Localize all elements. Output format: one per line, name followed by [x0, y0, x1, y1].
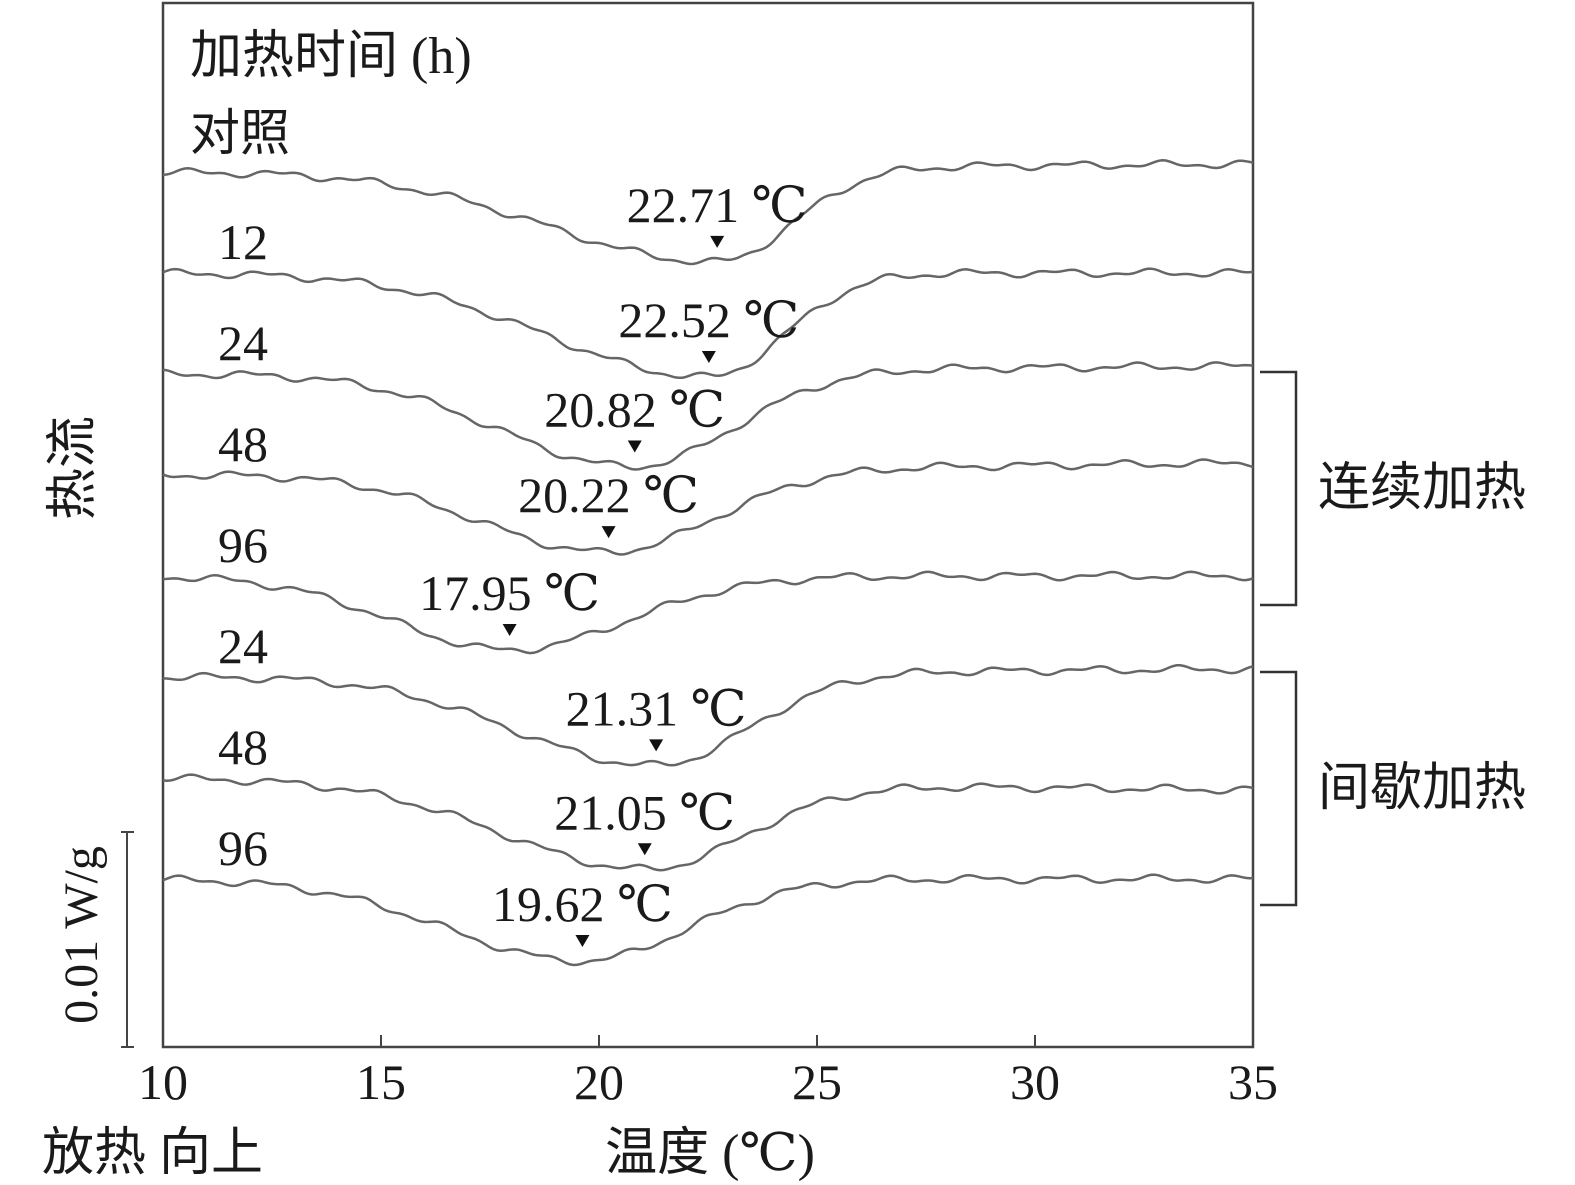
series-line: [162, 664, 1254, 767]
peak-temperature-label: 17.95 ℃: [419, 565, 600, 621]
peak-marker: [575, 935, 590, 947]
x-tick-label: 30: [1010, 1054, 1060, 1110]
peak-marker: [637, 843, 652, 856]
y-axis-label: 热流: [45, 416, 102, 520]
x-tick-label: 25: [792, 1054, 842, 1110]
scale-bar-label: 0.01 W/g: [55, 846, 108, 1024]
group-bracket-continuous: [1260, 370, 1298, 607]
peak-marker: [701, 351, 716, 363]
series-line: [162, 361, 1254, 471]
series-curves: 对照 22.71 ℃ 12 22.52 ℃ 24 20.82 ℃ 48 20.22 ℃ 96 17…: [162, 105, 1254, 967]
peak-marker: [601, 526, 616, 539]
plot-frame: [161, 1, 1255, 1049]
series-line: [162, 267, 1254, 380]
scale-bar: [121, 831, 134, 1048]
peak-temperature-label: 21.31 ℃: [566, 680, 747, 736]
series-line: [162, 458, 1254, 556]
x-tick-label: 15: [356, 1054, 406, 1110]
x-tick-label: 10: [138, 1054, 188, 1110]
peak-temperature-label: 20.82 ℃: [544, 382, 725, 438]
series-line: [162, 773, 1254, 872]
series-name-label: 96: [218, 820, 268, 876]
peak-temperature-label: 22.71 ℃: [627, 177, 808, 233]
series-name-label: 对照: [190, 105, 290, 161]
x-tick-label: 35: [1228, 1054, 1278, 1110]
peak-temperature-label: 19.62 ℃: [492, 876, 673, 932]
group-label-intermittent: 间歇加热: [1318, 760, 1526, 817]
peak-marker: [502, 624, 517, 636]
group-label-continuous: 连续加热: [1318, 460, 1526, 517]
peak-temperature-label: 20.22 ℃: [518, 467, 699, 523]
peak-temperature-label: 22.52 ℃: [618, 292, 799, 348]
x-axis-ticks: 10 15 20 25 30 35: [138, 1035, 1278, 1110]
legend-title: 加热时间 (h): [190, 28, 472, 85]
series-name-label: 24: [218, 315, 268, 371]
group-bracket-intermittent: [1260, 670, 1298, 907]
series-line: [162, 159, 1254, 266]
series-name-label: 12: [218, 214, 268, 270]
series-name-label: 48: [218, 416, 268, 472]
series-name-label: 48: [218, 719, 268, 775]
series-line: [162, 873, 1254, 967]
series-name-label: 24: [218, 618, 268, 674]
peak-marker: [649, 739, 664, 752]
series-name-label: 96: [218, 517, 268, 573]
exo-direction-label: 放热 向上: [42, 1125, 263, 1182]
series-line: [162, 570, 1254, 655]
peak-temperature-label: 21.05 ℃: [554, 784, 735, 840]
peak-marker: [627, 440, 642, 453]
x-tick-label: 20: [574, 1054, 624, 1110]
peak-marker: [710, 235, 725, 248]
x-axis-label: 温度 (℃): [605, 1125, 815, 1182]
